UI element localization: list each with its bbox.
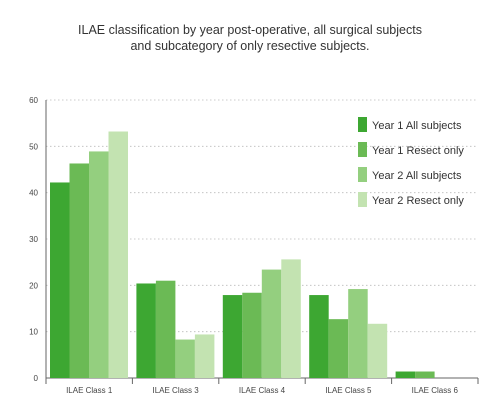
legend-label: Year 1 All subjects	[372, 120, 462, 132]
bar	[194, 334, 215, 378]
bar	[89, 151, 109, 378]
chart-title-line-2: and subcategory of only resective subjec…	[130, 39, 370, 53]
y-tick-label: 30	[29, 235, 38, 244]
chart-title-line-1: ILAE classification by year post-operati…	[78, 23, 422, 37]
y-tick-label: 60	[29, 96, 38, 105]
bar	[281, 259, 301, 378]
category-label: ILAE Class 5	[325, 386, 372, 395]
legend-label: Year 2 Resect only	[372, 195, 464, 207]
y-tick-label: 50	[29, 142, 38, 151]
chart-title: ILAE classification by year post-operati…	[0, 22, 500, 54]
y-tick-label: 0	[34, 374, 39, 383]
bar	[108, 131, 128, 378]
category-label: ILAE Class 6	[412, 386, 459, 395]
legend-swatch	[358, 117, 367, 132]
bar	[328, 319, 349, 378]
bar	[136, 283, 156, 378]
y-tick-label: 40	[29, 189, 38, 198]
legend-swatch	[358, 192, 367, 207]
category-label: ILAE Class 4	[239, 386, 286, 395]
bar	[69, 163, 89, 378]
bar	[155, 280, 176, 378]
bar	[222, 295, 243, 378]
bar	[175, 339, 195, 378]
category-label: ILAE Class 1	[66, 386, 113, 395]
category-label: ILAE Class 3	[152, 386, 199, 395]
legend-swatch	[358, 142, 367, 157]
bar	[50, 182, 70, 378]
bar	[367, 323, 388, 378]
bar	[348, 289, 368, 378]
legend-label: Year 2 All subjects	[372, 170, 462, 182]
bar	[261, 269, 282, 378]
legend-label: Year 1 Resect only	[372, 145, 464, 157]
y-tick-label: 20	[29, 281, 38, 290]
y-tick-label: 10	[29, 328, 38, 337]
bar	[309, 295, 329, 378]
bar	[242, 292, 262, 378]
bar	[415, 371, 435, 378]
bar	[395, 371, 416, 378]
legend-swatch	[358, 167, 367, 182]
